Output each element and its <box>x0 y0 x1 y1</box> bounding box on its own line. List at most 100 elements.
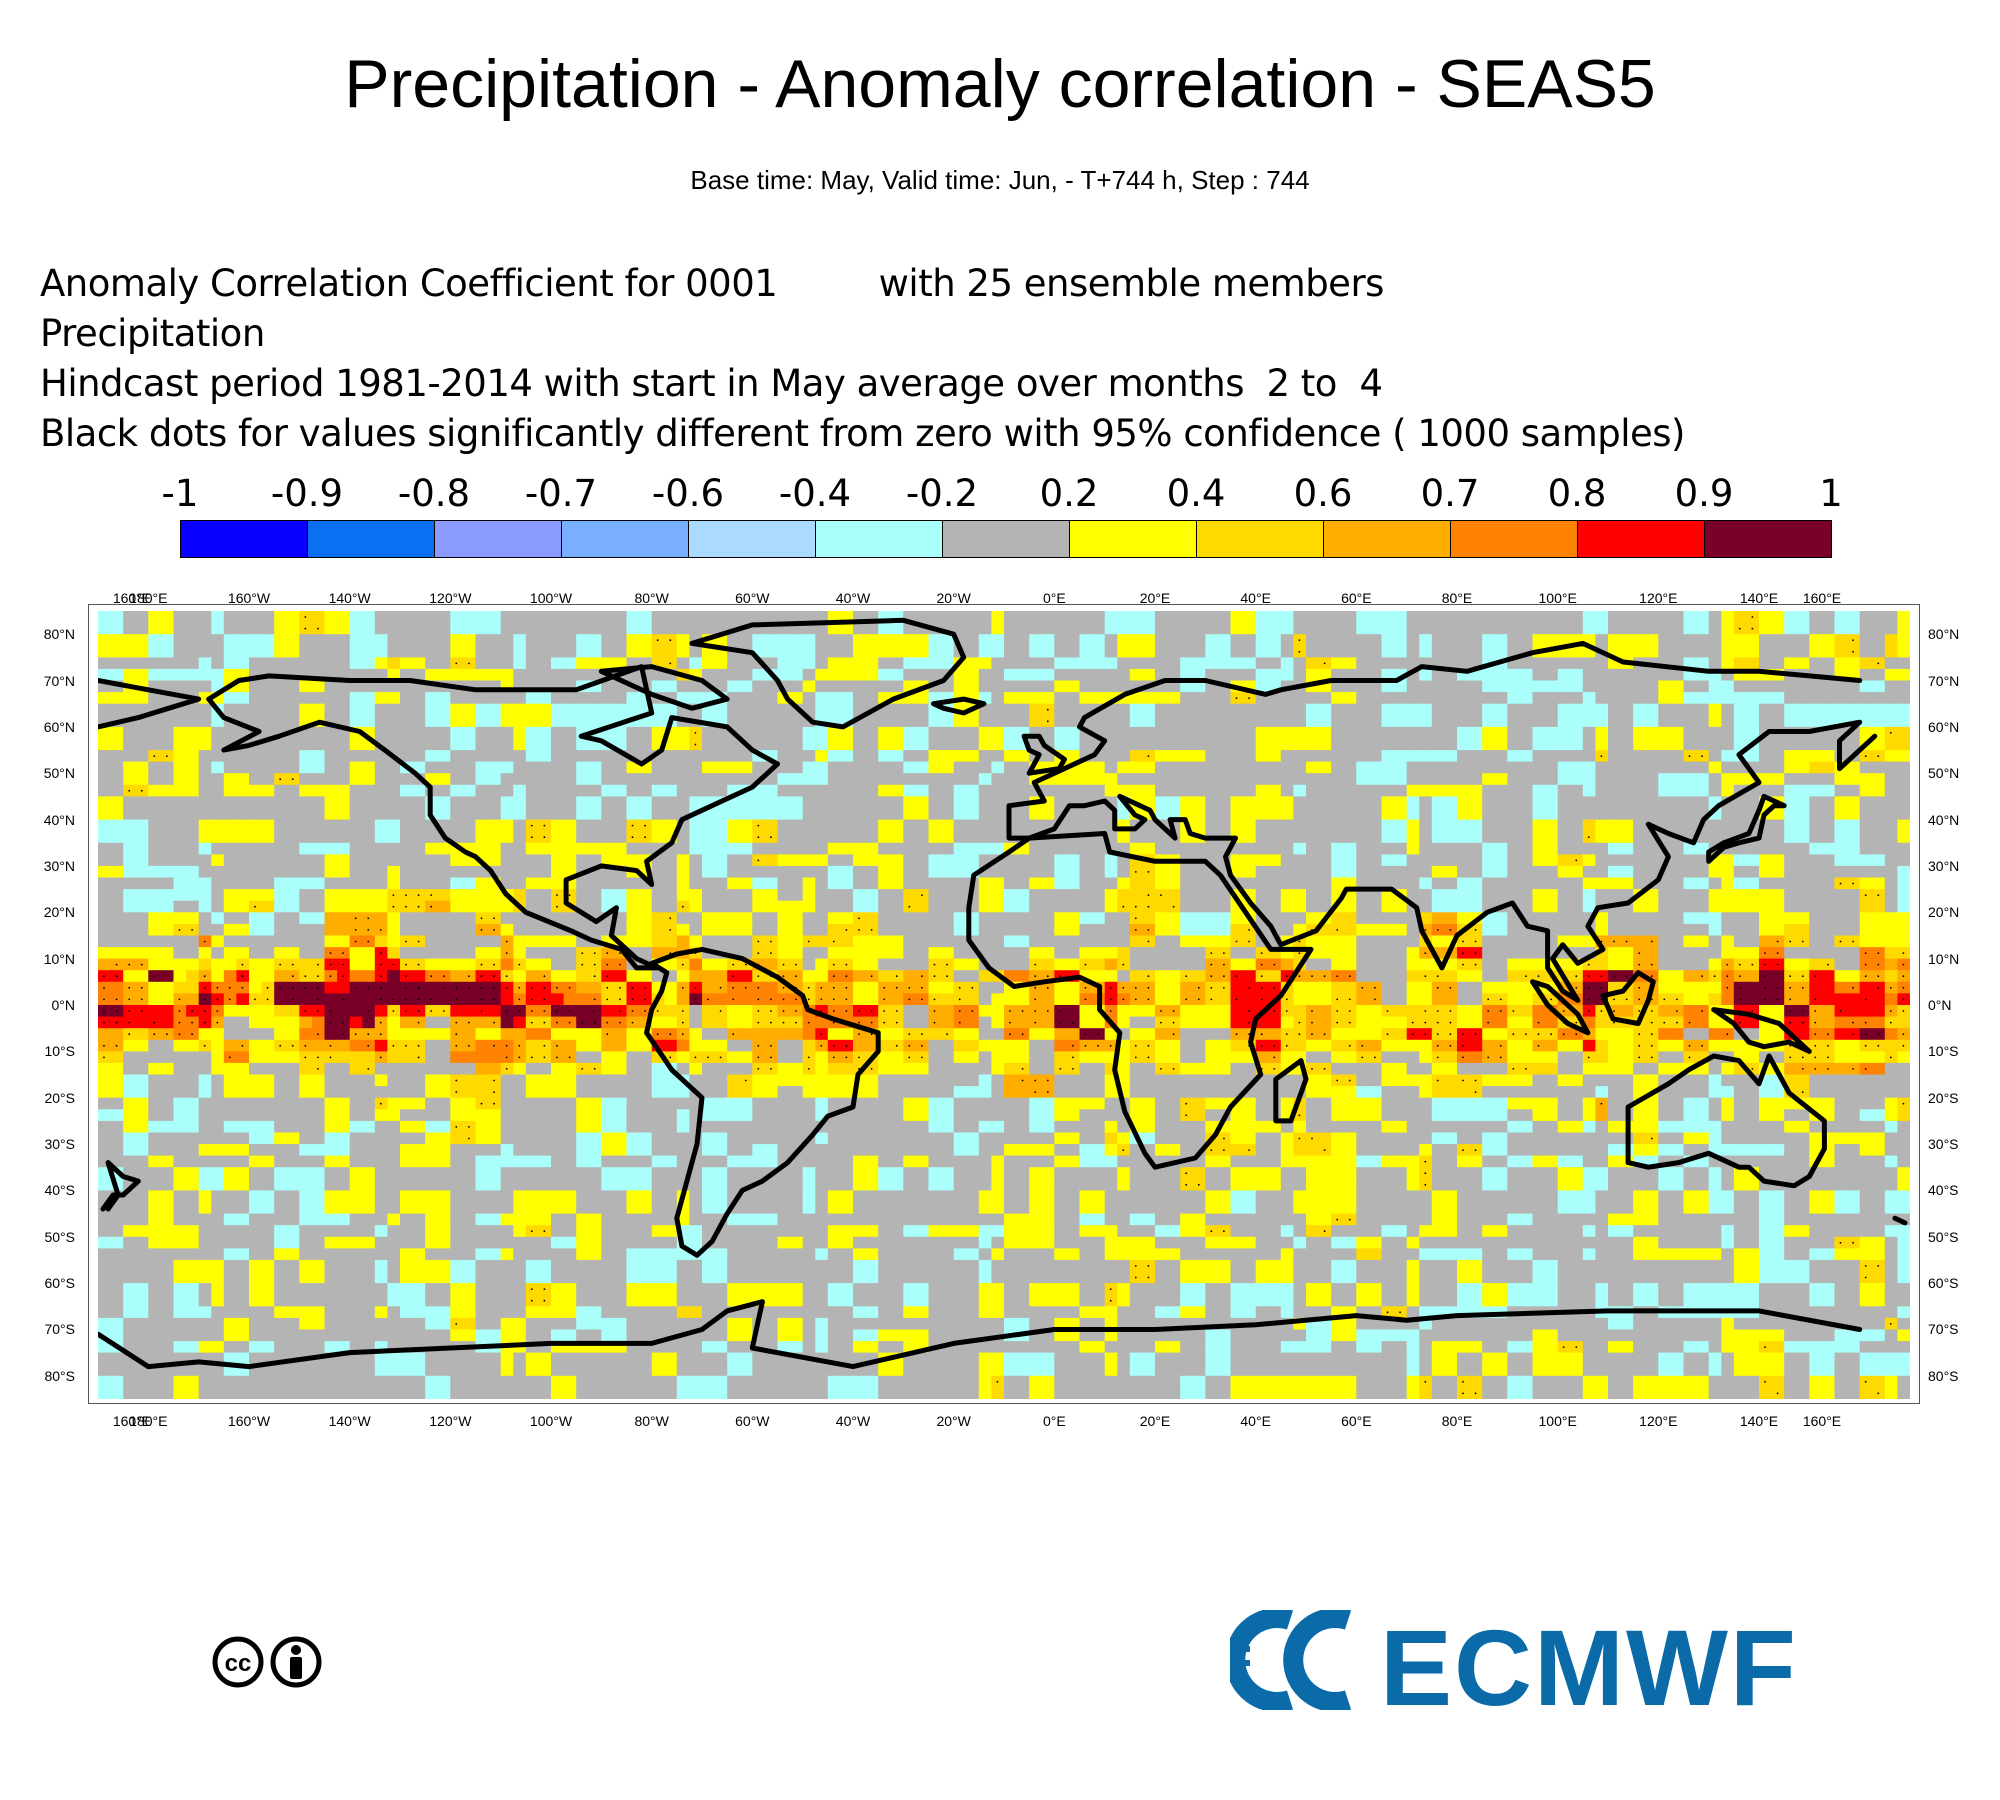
heatmap-cell <box>1696 993 1710 1006</box>
heatmap-cell <box>1708 692 1722 705</box>
heatmap-cell <box>475 703 489 716</box>
heatmap-cell <box>1545 611 1559 624</box>
colorbar-label: 0.7 <box>1420 472 1480 515</box>
heatmap-cell <box>915 947 930 960</box>
heatmap-cell <box>1683 808 1697 821</box>
heatmap-cell <box>1746 865 1760 879</box>
heatmap-cell <box>1066 900 1081 913</box>
heatmap-cell <box>790 889 804 902</box>
heatmap-cell <box>1331 981 1345 994</box>
heatmap-cell <box>1192 808 1206 821</box>
heatmap-cell <box>752 761 766 774</box>
heatmap-cell <box>198 819 212 832</box>
heatmap-cell <box>475 842 489 855</box>
heatmap-cell <box>1368 970 1383 983</box>
heatmap-cell <box>186 738 200 751</box>
heatmap-cell <box>702 854 716 867</box>
heatmap-cell <box>311 923 326 937</box>
heatmap-cell <box>1066 958 1081 971</box>
heatmap-cell <box>274 645 288 658</box>
heatmap-cell <box>1406 726 1420 740</box>
heatmap-cell <box>1356 889 1370 902</box>
heatmap-cell <box>324 645 338 658</box>
heatmap-cell <box>173 715 187 728</box>
heatmap-cell <box>739 993 753 1006</box>
heatmap-cell <box>274 784 288 797</box>
heatmap-cell <box>311 935 326 948</box>
heatmap-cell <box>400 680 414 693</box>
heatmap-cell <box>1708 958 1722 971</box>
heatmap-cell <box>1658 703 1672 716</box>
heatmap-cell <box>500 692 514 705</box>
heatmap-cell <box>626 912 640 925</box>
heatmap-cell <box>349 970 363 983</box>
heatmap-cell <box>1570 935 1584 948</box>
heatmap-cell <box>1104 750 1118 763</box>
heatmap-cell <box>702 900 716 913</box>
heatmap-cell <box>1255 634 1269 647</box>
heatmap-cell <box>853 865 867 879</box>
heatmap-cell <box>261 877 275 890</box>
heatmap-cell <box>1494 761 1508 774</box>
heatmap-cell <box>387 923 401 937</box>
heatmap-cell <box>1645 726 1659 740</box>
heatmap-cell <box>1293 750 1307 763</box>
heatmap-cell <box>991 819 1005 832</box>
heatmap-cell <box>362 715 376 728</box>
heatmap-cell <box>941 854 955 867</box>
heatmap-cell <box>978 831 992 844</box>
heatmap-cell <box>676 680 690 693</box>
heatmap-cell <box>1834 773 1848 786</box>
heatmap-cell <box>261 761 275 774</box>
heatmap-cell <box>664 784 678 797</box>
heatmap-cell <box>173 784 187 797</box>
heatmap-cell <box>727 877 741 890</box>
heatmap-cell <box>1582 842 1596 855</box>
heatmap-cell <box>1167 750 1181 763</box>
heatmap-cell <box>437 657 451 670</box>
heatmap-cell <box>601 808 615 821</box>
heatmap-cell <box>387 865 401 879</box>
heatmap-cell <box>1658 680 1672 693</box>
heatmap-cell <box>538 715 552 728</box>
heatmap-cell <box>1532 761 1546 774</box>
heatmap-cell <box>1155 622 1169 635</box>
heatmap-cell <box>991 611 1005 624</box>
heatmap-cell <box>1243 634 1257 647</box>
heatmap-cell <box>941 761 955 774</box>
heatmap-cell <box>1217 726 1232 740</box>
heatmap-cell <box>1368 947 1383 960</box>
heatmap-cell <box>1708 877 1722 890</box>
heatmap-cell <box>525 935 539 948</box>
heatmap-cell <box>1708 935 1722 948</box>
heatmap-cell <box>1683 819 1697 832</box>
heatmap-cell <box>1809 611 1823 624</box>
heatmap-cell <box>223 958 237 971</box>
heatmap-cell <box>1771 703 1785 716</box>
heatmap-cell <box>1129 958 1143 971</box>
heatmap-cell <box>1469 715 1483 728</box>
heatmap-cell <box>790 773 804 786</box>
heatmap-cell <box>1809 703 1823 716</box>
heatmap-cell <box>563 657 577 670</box>
heatmap-cell <box>1192 865 1206 879</box>
heatmap-cell <box>1633 935 1647 948</box>
heatmap-cell <box>739 634 753 647</box>
heatmap-cell <box>588 784 602 797</box>
heatmap-cell <box>563 703 577 716</box>
heatmap-cell <box>1180 784 1194 797</box>
heatmap-cell <box>1746 900 1760 913</box>
heatmap-cell <box>676 761 690 774</box>
heatmap-cell <box>878 738 892 751</box>
heatmap-cell <box>1129 750 1143 763</box>
heatmap-cell <box>400 611 414 624</box>
heatmap-cell <box>1658 958 1672 971</box>
heatmap-cell <box>1041 947 1055 960</box>
heatmap-cell <box>198 715 212 728</box>
heatmap-cell <box>890 796 904 809</box>
heatmap-cell <box>1016 773 1030 786</box>
heatmap-cell <box>412 877 426 890</box>
heatmap-cell <box>98 761 112 774</box>
heatmap-cell <box>488 1005 502 1018</box>
heatmap-cell <box>601 703 615 716</box>
